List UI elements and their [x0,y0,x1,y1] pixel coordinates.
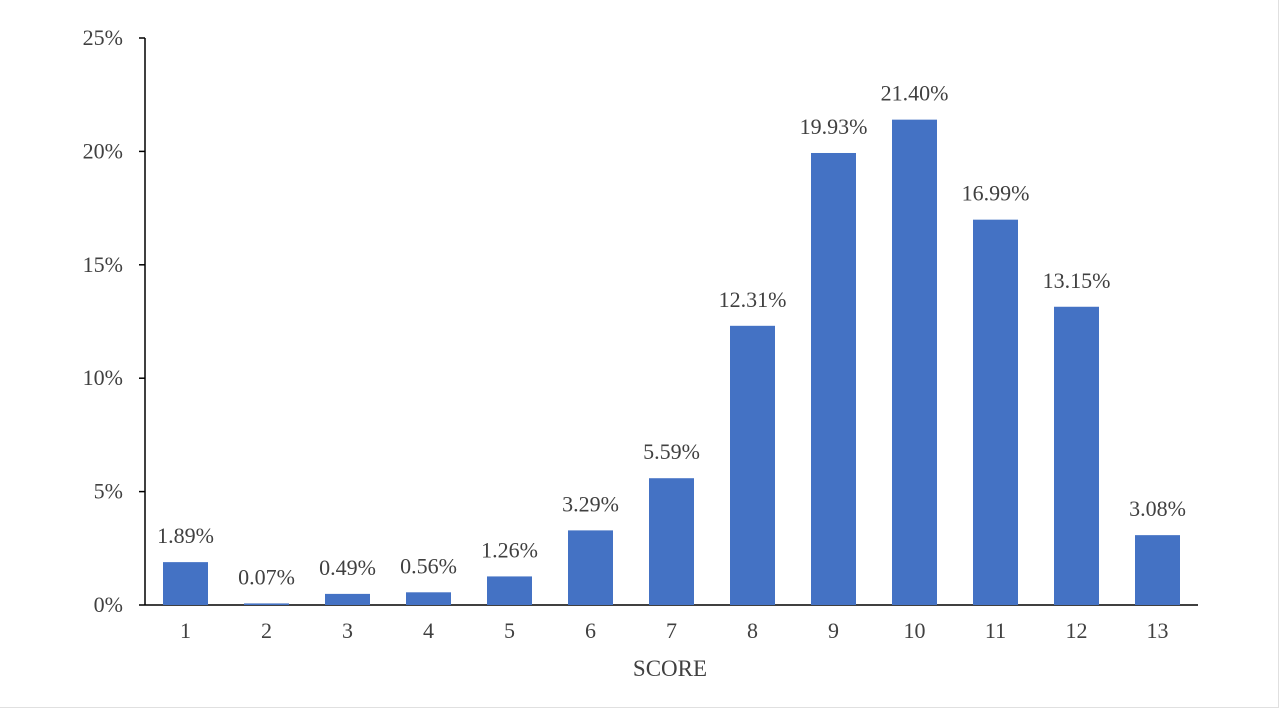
data-label: 3.08% [1129,496,1186,521]
x-axis: 1 2 3 4 5 6 7 8 9 10 11 12 13 [145,604,1198,643]
data-label: 16.99% [962,181,1030,206]
x-tick-label: 9 [828,618,839,643]
bar-9 [811,152,856,605]
data-label: 0.07% [238,564,295,589]
bar-3 [325,593,370,605]
data-label: 21.40% [881,81,949,106]
y-axis: 0% 5% 10% 15% 20% 25% [83,25,146,617]
x-tick-label: 13 [1147,618,1169,643]
x-tick-label: 2 [261,618,272,643]
bar-10 [892,119,937,605]
x-tick-label: 5 [504,618,515,643]
data-label: 12.31% [719,287,787,312]
bar-7 [649,478,694,605]
data-label: 1.89% [157,523,214,548]
data-label: 19.93% [800,114,868,139]
x-tick-label: 1 [180,618,191,643]
y-tick-label: 25% [83,25,123,50]
y-tick-label: 10% [83,365,123,390]
bar-1 [163,562,208,605]
data-label: 5.59% [643,439,700,464]
x-tick-label: 4 [423,618,434,643]
data-label: 0.49% [319,555,376,580]
bar-11 [973,219,1018,605]
data-label: 1.26% [481,537,538,562]
bar-12 [1054,306,1099,605]
bar-8 [730,325,775,605]
x-tick-label: 11 [985,618,1006,643]
data-label: 13.15% [1043,268,1111,293]
bar-13 [1135,535,1180,605]
y-tick-label: 0% [94,592,123,617]
x-tick-label: 8 [747,618,758,643]
y-tick-label: 15% [83,252,123,277]
x-tick-label: 10 [904,618,926,643]
y-tick-label: 20% [83,138,123,163]
x-tick-label: 3 [342,618,353,643]
bar-6 [568,530,613,605]
bars [163,119,1180,605]
bar-5 [487,576,532,605]
bar-2 [244,603,289,605]
data-label: 3.29% [562,491,619,516]
y-tick-label: 5% [94,479,123,504]
x-tick-label: 12 [1066,618,1088,643]
data-label: 0.56% [400,553,457,578]
x-tick-label: 7 [666,618,677,643]
x-axis-title: SCORE [633,656,707,681]
bar-4 [406,592,451,605]
x-tick-label: 6 [585,618,596,643]
data-labels: 1.89% 0.07% 0.49% 0.56% 1.26% 3.29% 5.59% 12.31… [157,81,1186,590]
